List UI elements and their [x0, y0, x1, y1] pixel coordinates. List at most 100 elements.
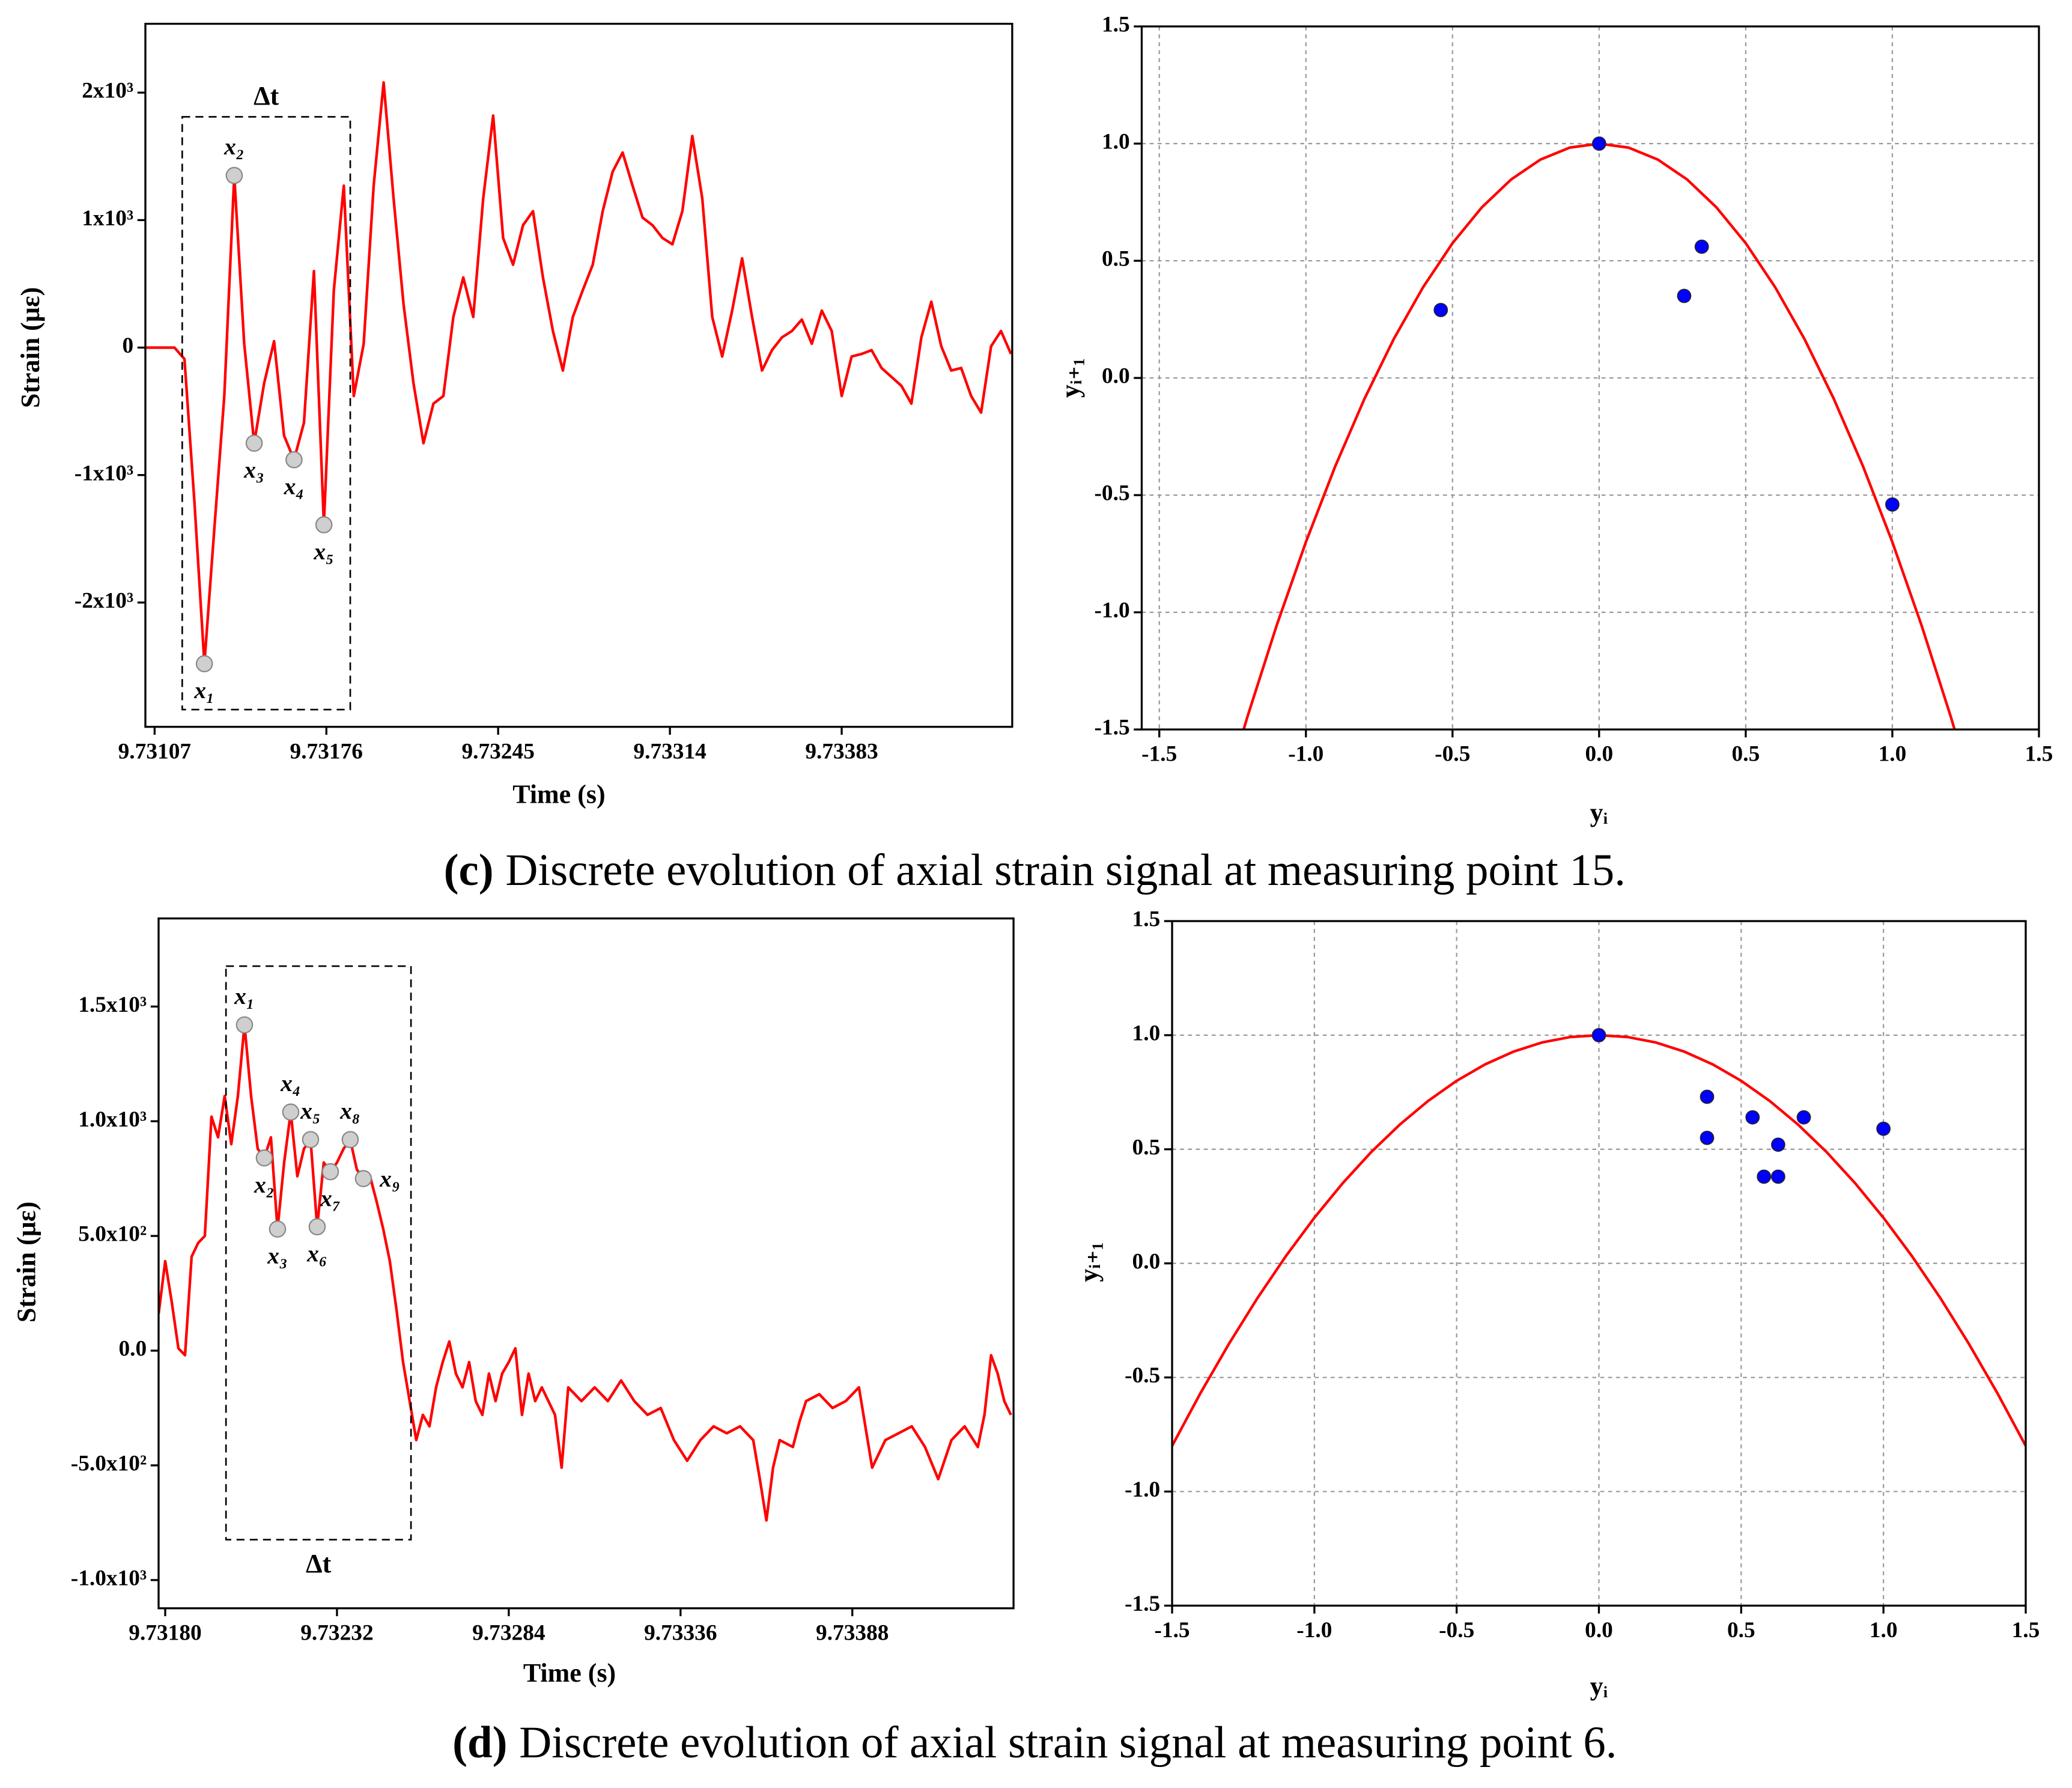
point	[1796, 1110, 1811, 1125]
point	[1591, 136, 1606, 151]
point	[1433, 303, 1448, 317]
caption-label: (d)	[452, 1718, 507, 1768]
x-tick-label: 9.73180	[129, 1620, 201, 1645]
annotation-point	[302, 1131, 320, 1149]
point	[1677, 288, 1692, 303]
annotation-label: x₅	[313, 538, 334, 565]
x-tick-label: 9.73232	[300, 1620, 373, 1645]
caption-label: (c)	[444, 845, 494, 895]
y-tick-label: 0.0	[1102, 364, 1130, 389]
annotation-label: x₁	[234, 983, 255, 1009]
x-tick-label: -1.0	[1288, 742, 1323, 767]
y-tick-label: -0.5	[1125, 1363, 1160, 1388]
x-tick-label: 1.0	[1879, 742, 1907, 767]
y-tick-label: -1.0	[1094, 598, 1129, 623]
plot-frame	[157, 917, 1015, 1610]
x-tick-label: 1.0	[1870, 1618, 1898, 1643]
delta-t-box	[225, 965, 412, 1541]
annotation-point	[282, 1103, 300, 1121]
annotation-point	[315, 516, 333, 534]
y-tick-label: 1.0	[1102, 130, 1130, 154]
y-tick-label: -2x10³	[74, 588, 133, 613]
delta-t-box	[181, 116, 351, 711]
y-tick-label: -0.5	[1094, 481, 1129, 506]
annotation-point	[195, 655, 213, 673]
y-tick-label: 1.5	[1102, 13, 1130, 37]
annotation-label: x₂	[223, 133, 245, 160]
annotation-label: x₈	[339, 1098, 360, 1124]
annotation-label: x₃	[243, 457, 264, 483]
x-tick-label: -1.5	[1141, 742, 1177, 767]
y-tick-label: 0.0	[1132, 1249, 1161, 1274]
y-tick-label: -1.5	[1125, 1592, 1160, 1616]
y-tick-label: 1x10³	[82, 206, 133, 231]
y-tick-label: 0	[123, 333, 134, 358]
x-tick-label: 0.0	[1585, 1618, 1613, 1643]
annotation-point	[269, 1220, 287, 1238]
x-tick-label: 9.73388	[816, 1620, 889, 1645]
y-tick-label: -1.0x10³	[71, 1566, 147, 1590]
x-tick-label: -1.0	[1296, 1618, 1332, 1643]
x-tick-label: 9.73383	[805, 739, 878, 764]
x-axis-title: Time (s)	[512, 779, 605, 809]
annotation-point	[285, 451, 303, 469]
point	[1757, 1169, 1772, 1184]
annotation-label: x₉	[379, 1166, 400, 1192]
y-tick-label: -5.0x10²	[71, 1452, 147, 1476]
y-tick-label: 1.5x10³	[78, 993, 147, 1017]
x-tick-label: 9.73176	[290, 739, 363, 764]
x-tick-label: 9.73245	[461, 739, 534, 764]
annotation-point	[321, 1163, 339, 1181]
point	[1885, 497, 1900, 512]
x-tick-label: 1.5	[2012, 1618, 2040, 1643]
x-axis-title: yᵢ	[1590, 1671, 1608, 1701]
y-tick-label: 2x10³	[82, 79, 133, 103]
strain-line	[158, 1023, 1012, 1522]
y-tick-label: -1.0	[1125, 1477, 1160, 1502]
x-tick-label: 9.73107	[118, 739, 191, 764]
annotation-point	[255, 1149, 273, 1167]
y-tick-label: 0.5	[1102, 247, 1130, 272]
point	[1700, 1089, 1715, 1104]
delta-t-label: Δt	[254, 81, 279, 111]
y-axis-title: yᵢ₊₁	[1056, 358, 1085, 398]
annotation-label: x₁	[193, 677, 214, 704]
point	[1771, 1137, 1785, 1152]
annotation-point	[354, 1170, 372, 1187]
x-tick-label: -1.5	[1154, 1618, 1189, 1643]
x-tick-label: 9.73314	[633, 739, 706, 764]
point	[1694, 239, 1709, 254]
annotation-label: x₃	[267, 1242, 288, 1269]
y-tick-label: 1.5	[1132, 907, 1161, 932]
x-tick-label: -0.5	[1439, 1618, 1474, 1643]
y-tick-label: 1.0x10³	[78, 1107, 147, 1132]
annotation-label: x₇	[320, 1185, 341, 1212]
y-tick-label: 0.5	[1132, 1135, 1161, 1160]
y-axis-title: yᵢ₊₁	[1074, 1242, 1104, 1282]
y-tick-label: 1.0	[1132, 1021, 1161, 1046]
point	[1876, 1121, 1891, 1136]
caption-text: Discrete evolution of axial strain signa…	[505, 845, 1626, 895]
caption: (c) Discrete evolution of axial strain si…	[444, 845, 1626, 895]
point	[1591, 1028, 1606, 1042]
x-tick-label: -0.5	[1435, 742, 1470, 767]
annotation-point	[225, 166, 243, 184]
annotation-point	[308, 1218, 326, 1236]
y-axis-title: Strain (με)	[12, 1202, 41, 1322]
strain-line	[145, 81, 1012, 665]
x-tick-label: 0.5	[1732, 742, 1760, 767]
point	[1771, 1169, 1785, 1184]
delta-t-label: Δt	[306, 1549, 332, 1578]
caption: (d) Discrete evolution of axial strain si…	[452, 1718, 1617, 1768]
annotation-point	[245, 434, 263, 452]
plot-frame	[1140, 25, 2040, 731]
x-tick-label: 9.73284	[472, 1620, 545, 1645]
y-tick-label: -1x10³	[74, 461, 133, 485]
plot-frame	[1171, 920, 2027, 1607]
x-tick-label: 1.5	[2025, 742, 2053, 767]
caption-text: Discrete evolution of axial strain signa…	[519, 1718, 1617, 1768]
x-axis-title: Time (s)	[523, 1658, 616, 1688]
x-tick-label: 9.73336	[644, 1620, 717, 1645]
